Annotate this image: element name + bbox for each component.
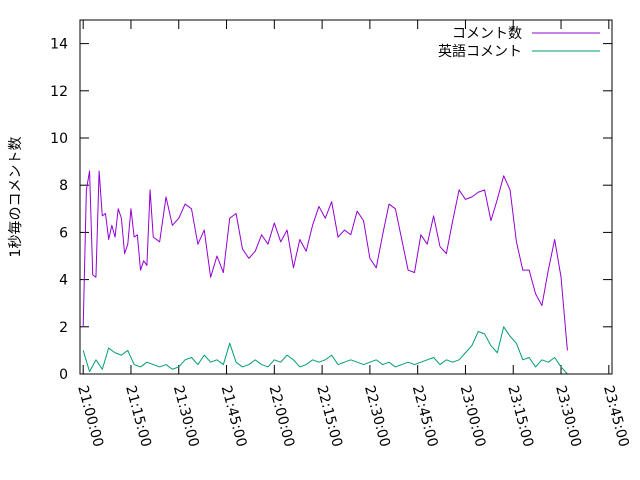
y-tick-label: 12	[50, 84, 68, 100]
y-tick-label: 4	[59, 273, 68, 289]
series-1	[82, 170, 568, 351]
y-tick-label: 6	[59, 225, 68, 241]
y-tick-label: 2	[59, 320, 68, 336]
y-axis-label-group: 1秒毎のコメント数	[8, 137, 24, 258]
series-layer	[82, 170, 568, 375]
plot-frame	[79, 19, 613, 375]
y-tick-label: 8	[59, 178, 68, 194]
series-line	[82, 170, 568, 351]
y-tick-label: 0	[59, 367, 68, 383]
series-2	[82, 326, 568, 375]
y-axis-label: 1秒毎のコメント数	[8, 137, 24, 258]
y-tick-label: 14	[50, 37, 68, 53]
legend-label: 英語コメント	[438, 43, 522, 60]
y-tick-label: 10	[50, 131, 68, 147]
legend-label: コメント数	[452, 26, 522, 42]
